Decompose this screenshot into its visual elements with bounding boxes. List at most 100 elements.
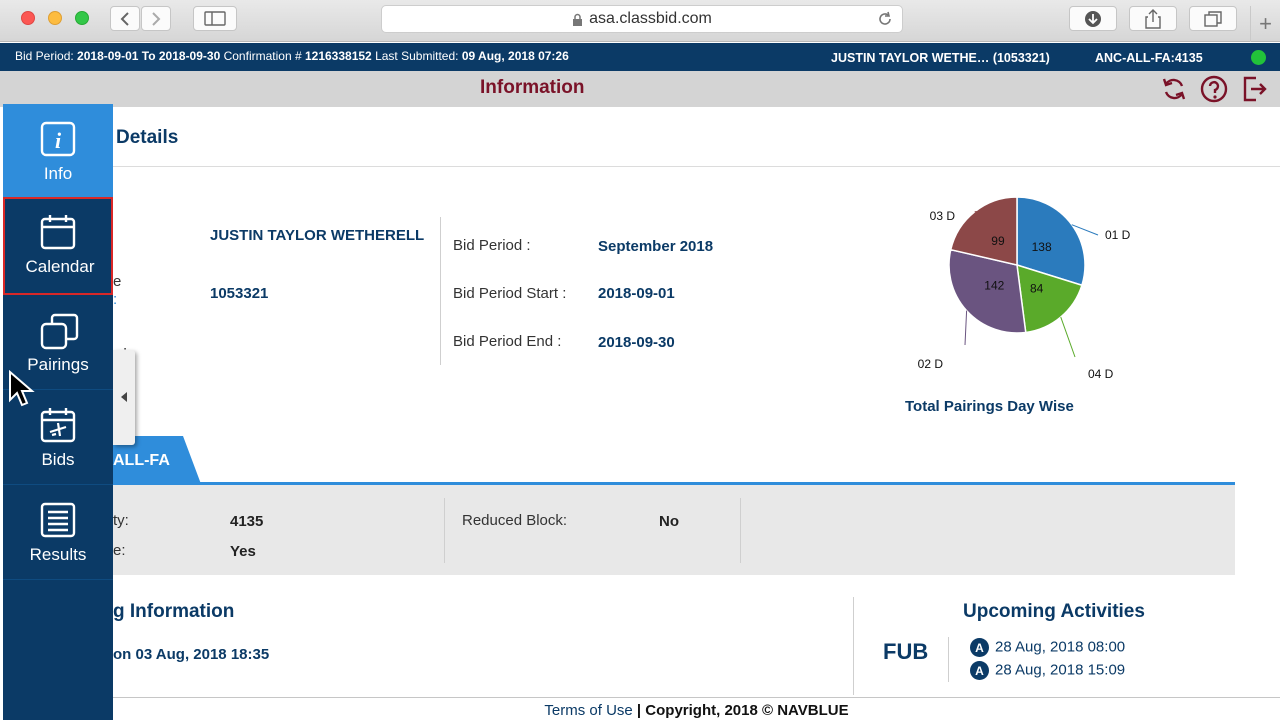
help-icon[interactable] [1200, 75, 1228, 103]
details-title: Details [116, 127, 179, 148]
pie-leader-line [964, 310, 968, 346]
reduced-block-label: Reduced Block: [462, 512, 568, 529]
activity-item[interactable]: A 28 Aug, 2018 15:09 [970, 661, 1125, 680]
sidebar-item-calendar[interactable]: Calendar [3, 197, 113, 295]
user-base: ANC-ALL-FA:4135 [1095, 51, 1203, 65]
tab-label: ALL-FA [113, 452, 170, 469]
employee-id: 1053321 [210, 285, 269, 302]
main-content: Details JUSTIN TAYLOR WETHERELL 1053321 … [113, 107, 1280, 697]
terms-of-use-link[interactable]: Terms of Use [544, 702, 633, 719]
user-name: JUSTIN TAYLOR WETHE… (1053321) [831, 51, 1050, 65]
zoom-window-button[interactable] [75, 11, 89, 25]
pie-slice[interactable] [1016, 197, 1086, 287]
url-text: asa.classbid.com [589, 10, 712, 27]
logout-icon[interactable] [1240, 75, 1268, 103]
partial-label: : [113, 291, 118, 308]
row1-label: ty: [113, 512, 129, 529]
sidebar-item-label: Pairings [27, 355, 89, 374]
pie-slice[interactable] [949, 197, 1018, 266]
minimize-window-button[interactable] [48, 11, 62, 25]
pie-value-label: 138 [1032, 240, 1052, 254]
pie-category-label: 01 D [1105, 228, 1131, 242]
confirmation-value: 1216338152 [304, 49, 372, 63]
caret-left-icon [121, 392, 127, 402]
reduced-block-value: No [659, 513, 679, 530]
pie-leader-line [974, 210, 986, 213]
bid-summary: Bid Period: 2018-09-01 To 2018-09-30 Con… [15, 49, 569, 63]
tab-underline [113, 482, 1235, 485]
reload-icon[interactable] [876, 10, 894, 28]
pairings-pie-chart: 138 01 D 84 04 D 142 02 D 99 03 D [918, 197, 1131, 381]
new-tab-button[interactable]: + [1250, 6, 1280, 42]
divider [440, 217, 441, 365]
info-icon: i [40, 121, 76, 157]
bidding-information-title: g Information [113, 601, 235, 622]
sidebar: i Info Calendar Pairings Bids Results [3, 104, 113, 720]
activity-code: FUB [883, 639, 929, 664]
results-icon [40, 502, 76, 538]
sidebar-item-pairings[interactable]: Pairings [3, 295, 113, 390]
sidebar-item-label: Results [29, 545, 87, 564]
row2-value: Yes [230, 543, 256, 560]
last-submitted-value: 09 Aug, 2018 07:26 [461, 49, 569, 63]
close-window-button[interactable] [21, 11, 35, 25]
back-button[interactable] [110, 6, 140, 31]
tabs-button[interactable] [1189, 6, 1237, 31]
download-icon [1085, 10, 1101, 27]
page-title: Information [480, 77, 585, 98]
browser-chrome: asa.classbid.com + [0, 0, 1280, 42]
pie-category-label: 02 D [918, 357, 944, 371]
bids-icon [40, 408, 76, 443]
footer: Terms of Use | Copyright, 2018 © NAVBLUE [113, 697, 1280, 720]
row1-value: 4135 [230, 513, 264, 530]
bid-period-start-label: Bid Period Start : [453, 285, 567, 302]
refresh-icon[interactable] [1160, 75, 1188, 103]
last-submitted-label: Last Submitted: [375, 49, 459, 63]
forward-button[interactable] [141, 6, 171, 31]
bid-period-value: September 2018 [598, 238, 714, 255]
chevron-left-icon [120, 11, 129, 26]
activity-date: 28 Aug, 2018 08:00 [995, 638, 1126, 656]
base-info-panel: ty: 4135 e: Yes Reduced Block: No [113, 485, 1235, 575]
mouse-cursor-icon [9, 370, 35, 407]
share-icon [1145, 8, 1161, 29]
bid-period-start-value: 2018-09-01 [598, 285, 675, 302]
page-header: Information [0, 71, 1280, 107]
activity-date: 28 Aug, 2018 15:09 [995, 661, 1126, 679]
calendar-icon [40, 215, 76, 250]
pie-leader-line [1071, 224, 1099, 236]
downloads-button[interactable] [1069, 6, 1117, 31]
divider [113, 166, 1280, 167]
bid-period-end-label: Bid Period End : [453, 333, 562, 350]
confirmation-label: Confirmation # [223, 49, 302, 63]
collapse-sidebar-handle[interactable] [113, 350, 135, 445]
tabs-icon [1204, 10, 1222, 27]
activity-badge: A [970, 661, 989, 680]
activity-item[interactable]: A 28 Aug, 2018 08:00 [970, 638, 1125, 657]
session-info-bar: Bid Period: 2018-09-01 To 2018-09-30 Con… [0, 43, 1280, 71]
divider [444, 498, 445, 563]
sidebar-item-label: Info [43, 164, 73, 183]
share-button[interactable] [1129, 6, 1177, 31]
lock-icon [573, 13, 583, 26]
bidding-information-text: on 03 Aug, 2018 18:35 [113, 646, 270, 663]
sidebar-icon [204, 11, 226, 26]
divider [853, 597, 854, 695]
sidebar-toggle-button[interactable] [193, 6, 237, 31]
pie-value-label: 99 [991, 234, 1005, 248]
sidebar-item-bids[interactable]: Bids [3, 390, 113, 485]
bid-period-label: Bid Period : [453, 237, 531, 254]
address-bar[interactable]: asa.classbid.com [381, 5, 903, 33]
pie-category-label: 04 D [1088, 367, 1114, 381]
partial-label: e [113, 273, 122, 290]
divider [948, 637, 949, 682]
employee-name: JUSTIN TAYLOR WETHERELL [210, 227, 425, 244]
pie-category-label: 03 D [930, 209, 956, 223]
row2-label: e: [113, 542, 126, 559]
chevron-right-icon [152, 11, 161, 26]
upcoming-activities-title: Upcoming Activities [963, 601, 1145, 622]
sidebar-item-info[interactable]: i Info [3, 104, 113, 199]
pairings-icon [40, 313, 79, 350]
bid-period-label: Bid Period: [15, 49, 74, 63]
sidebar-item-results[interactable]: Results [3, 485, 113, 580]
